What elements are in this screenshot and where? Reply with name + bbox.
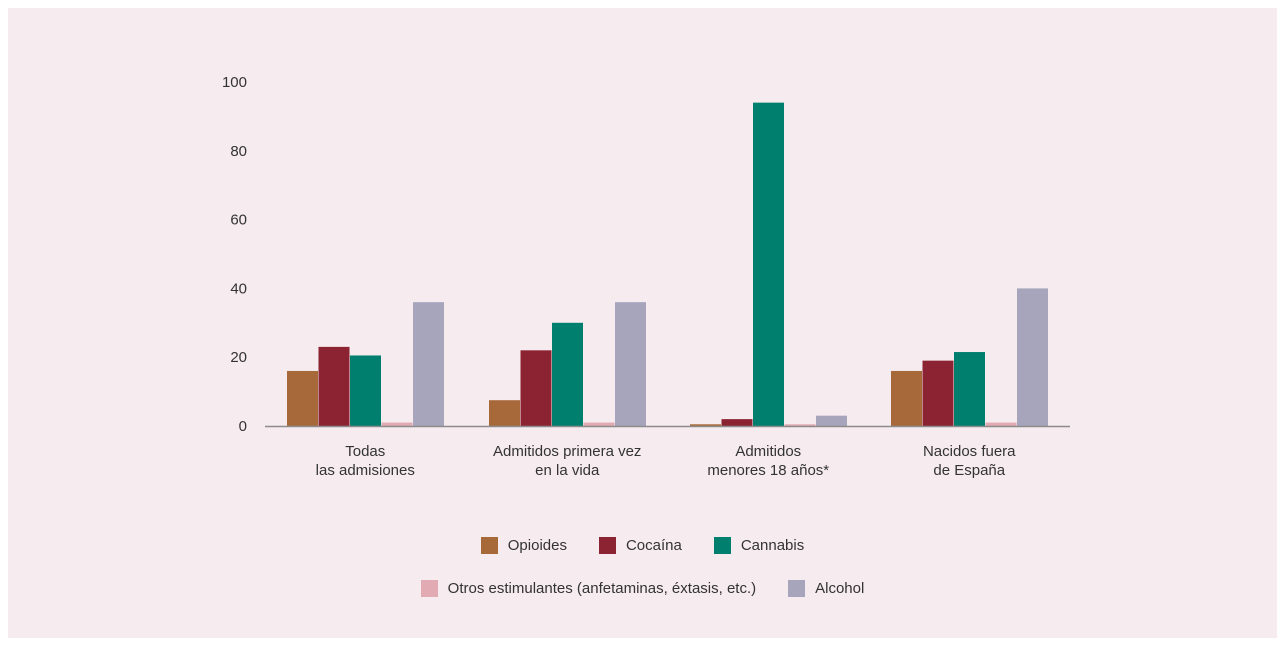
legend-row: Opioides Cocaína Cannabis [0, 537, 1285, 554]
legend-label: Cocaína [625, 537, 682, 554]
bar-opioides [690, 424, 721, 426]
category-label: Todas las admisiones [316, 443, 415, 479]
bar-opioides [489, 400, 520, 426]
y-tick-label: 20 [230, 349, 247, 366]
bar-otros [583, 422, 615, 426]
legend-row: Otros estimulantes (anfetaminas, éxtasis… [0, 580, 1285, 597]
category-label: Admitidos menores 18 años* [707, 443, 829, 479]
bar-cannabis [350, 355, 381, 426]
legend-item: Opioides [480, 537, 567, 554]
legend-label: Cannabis [740, 537, 805, 554]
legend-label: Alcohol [815, 580, 865, 597]
bar-cocaína [922, 360, 954, 426]
legend-swatch [598, 537, 616, 554]
bar-opioides [287, 370, 318, 426]
legend-item: Cannabis [713, 537, 805, 554]
legend-label: Opioides [507, 537, 567, 554]
category-label: Admitidos primera vez en la vida [493, 443, 641, 479]
bar-cocaína [318, 346, 350, 426]
y-tick-label: 80 [230, 143, 247, 160]
y-tick-label: 100 [222, 74, 247, 91]
bar-cannabis [552, 322, 583, 426]
legend-item: Cocaína [598, 537, 682, 554]
y-tick-label: 60 [230, 212, 247, 229]
bar-opioides [891, 370, 922, 426]
bar-cocaína [721, 419, 753, 426]
bar-alcohol [1017, 288, 1048, 426]
bar-alcohol [413, 302, 444, 426]
legend-item: Alcohol [788, 580, 864, 597]
bar-otros [784, 424, 816, 426]
bar-otros [381, 422, 413, 426]
legend-label: Otros estimulantes (anfetaminas, éxtasis… [447, 580, 757, 597]
legend-item: Otros estimulantes (anfetaminas, éxtasis… [420, 580, 757, 597]
category-label: Nacidos fuera de España [923, 443, 1016, 479]
y-tick-label: 40 [230, 280, 247, 297]
bar-alcohol [615, 302, 646, 426]
legend-swatch [420, 580, 438, 597]
y-tick-label: 0 [239, 418, 247, 435]
legend-swatch [713, 537, 731, 554]
legend-swatch [480, 537, 498, 554]
legend-swatch [788, 580, 806, 597]
bar-cannabis [954, 352, 985, 426]
bar-otros [985, 422, 1017, 426]
bar-cannabis [753, 102, 784, 426]
bar-alcohol [816, 415, 847, 426]
bar-cocaína [520, 350, 552, 426]
